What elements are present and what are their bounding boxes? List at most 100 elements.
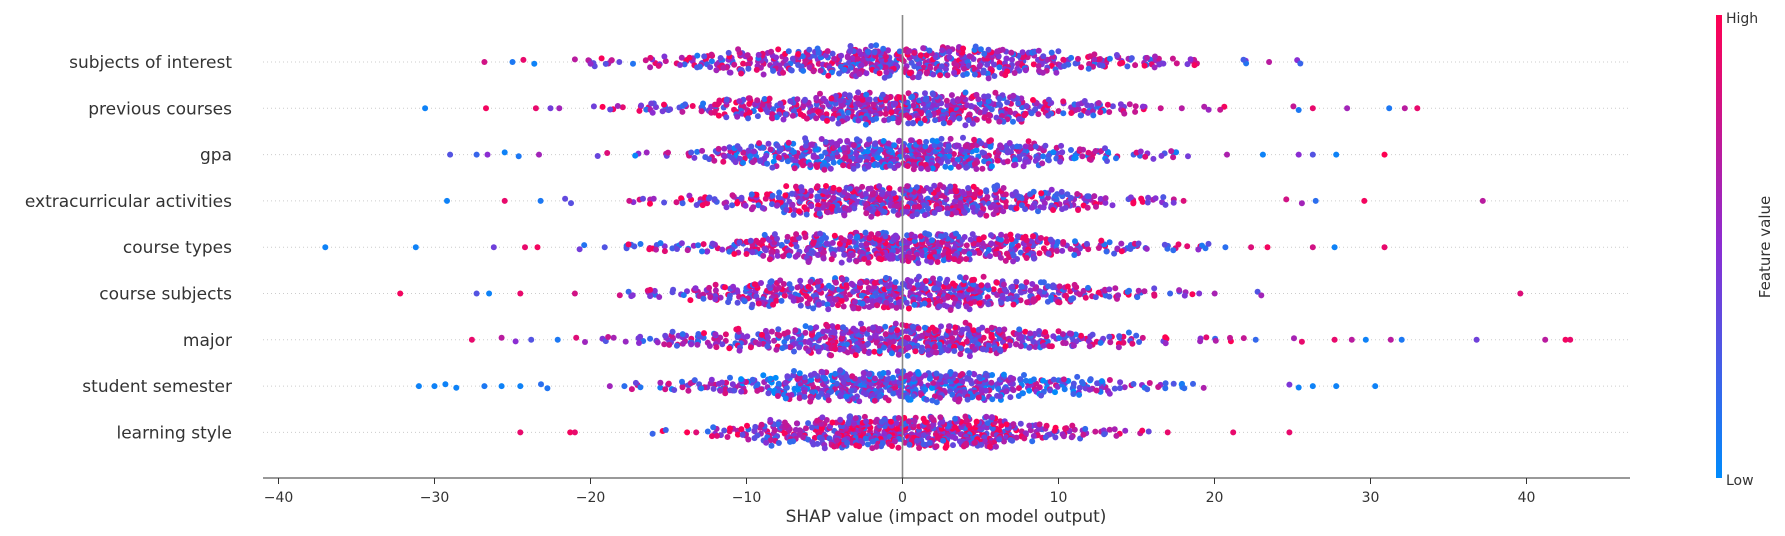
shap-point [1156,61,1163,68]
shap-point [844,349,851,356]
shap-point [887,255,893,262]
shap-point [864,48,871,55]
shap-point [789,55,796,62]
shap-point [1045,112,1052,119]
shap-point [964,325,971,332]
shap-point [732,159,739,166]
shap-point [1106,377,1113,383]
shap-point [1006,140,1013,146]
shap-point [1258,292,1265,299]
shap-point [1115,344,1122,351]
shap-point [934,162,940,169]
shap-point [906,283,913,290]
shap-point [873,339,880,346]
shap-point [922,278,929,284]
shap-point [637,333,644,340]
shap-point [1037,279,1044,286]
shap-point [473,290,480,297]
shap-point [904,352,911,359]
shap-point [706,194,713,201]
shap-point [981,50,988,57]
shap-point [925,351,932,358]
shap-point [520,56,527,63]
shap-point [1086,156,1093,163]
shap-point [847,47,853,54]
shap-point [1162,385,1169,392]
shap-point [773,114,780,121]
shap-point [890,190,897,197]
shap-point [547,105,554,112]
shap-point [963,164,970,171]
shap-point [1173,60,1180,67]
shap-point [661,243,668,250]
shap-point [1291,335,1297,342]
shap-point [1023,103,1030,109]
shap-point [988,240,995,247]
shap-point [483,105,489,112]
shap-point [614,103,621,109]
shap-point [977,210,984,217]
shap-point [679,108,686,115]
shap-point [486,290,493,297]
shap-point [701,330,707,337]
shap-point [741,298,748,304]
shap-point [754,97,761,104]
shap-point [1114,246,1121,253]
shap-point [925,166,931,173]
shap-point [1016,67,1023,74]
shap-point [1042,142,1049,149]
shap-point [712,331,719,338]
shap-point [607,106,614,113]
shap-point [1141,62,1148,69]
shap-point [794,284,801,291]
shap-point [1000,208,1007,215]
shap-point [571,56,578,63]
shap-point [858,242,865,249]
shap-point [859,300,866,307]
shap-point [740,149,747,156]
shap-point [743,251,750,257]
shap-point [853,136,860,143]
shap-point [1240,56,1247,63]
shap-point [917,233,924,240]
shap-point [957,345,964,352]
shap-point [1018,95,1025,102]
shap-point [1132,62,1139,69]
shap-point [753,237,760,244]
shap-point [801,374,808,381]
shap-point [1008,204,1015,211]
shap-point [1139,103,1146,110]
shap-point [1162,201,1169,208]
shap-point [1150,155,1157,162]
shap-point [808,187,815,194]
shap-point [821,166,828,173]
shap-point [998,299,1005,306]
shap-point [1076,146,1083,153]
shap-point [880,45,887,52]
shap-point [1151,64,1158,71]
shap-point [473,151,480,158]
shap-point [730,283,737,290]
shap-point [882,323,889,330]
shap-point [1003,55,1010,62]
shap-point [788,67,795,74]
shap-point [963,303,970,310]
shap-point [985,98,992,105]
shap-point [1137,148,1144,155]
shap-point [1136,339,1143,345]
shap-point [770,158,777,165]
shap-point [1387,336,1394,343]
shap-point [713,67,720,74]
shap-point [1036,250,1043,257]
shap-point [850,165,857,172]
shap-point [1068,110,1075,116]
shap-point [640,195,646,202]
shap-point [855,305,862,312]
shap-point [1106,55,1113,62]
shap-point [700,100,707,107]
shap-point [1064,283,1071,290]
shap-point [1075,55,1081,62]
shap-point [1095,245,1102,251]
shap-point [1118,248,1125,255]
shap-point [1010,92,1017,99]
